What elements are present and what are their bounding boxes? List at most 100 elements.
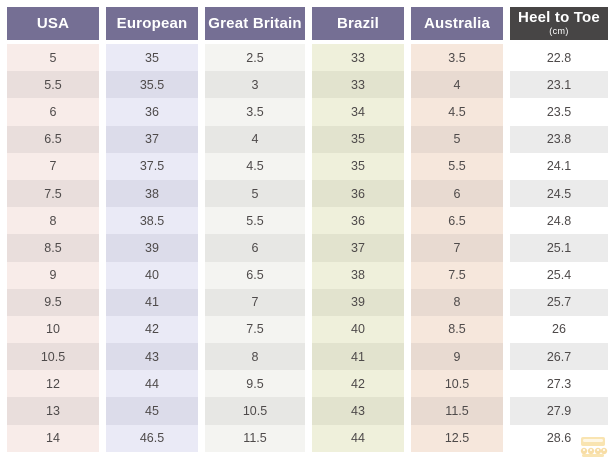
cell-great_britain: 7 bbox=[205, 288, 305, 316]
cell-australia: 9 bbox=[411, 343, 503, 371]
table-row: 12 44 9.5 42 10.5 27.3 bbox=[7, 370, 608, 398]
cell-heel_to_toe: 24.5 bbox=[510, 179, 608, 208]
cell-european: 35 bbox=[106, 44, 198, 72]
cell-brazil: 44 bbox=[312, 424, 404, 452]
cell-european: 37 bbox=[106, 125, 198, 153]
cell-usa: 6 bbox=[7, 98, 99, 126]
table-header-row: USA European Great Britain Brazil Austra… bbox=[7, 7, 608, 40]
cell-great_britain: 6 bbox=[205, 234, 305, 262]
cell-heel_to_toe: 23.5 bbox=[510, 98, 608, 126]
cell-european: 35.5 bbox=[106, 71, 198, 99]
cell-brazil: 33 bbox=[312, 71, 404, 99]
column-header-australia: Australia bbox=[411, 7, 503, 40]
shoe-size-conversion-table: USA European Great Britain Brazil Austra… bbox=[0, 7, 615, 452]
heel-to-toe-label: Heel to Toe bbox=[518, 9, 600, 27]
cell-australia: 7 bbox=[411, 234, 503, 262]
table-row: 8 38.5 5.5 36 6.5 24.8 bbox=[7, 207, 608, 235]
cell-usa: 10.5 bbox=[7, 343, 99, 371]
cell-brazil: 38 bbox=[312, 261, 404, 289]
table-row: 8.5 39 6 37 7 25.1 bbox=[7, 234, 608, 262]
cell-australia: 8.5 bbox=[411, 315, 503, 344]
column-header-brazil: Brazil bbox=[312, 7, 404, 40]
cell-heel_to_toe: 25.4 bbox=[510, 261, 608, 289]
table-row: 7 37.5 4.5 35 5.5 24.1 bbox=[7, 152, 608, 180]
cell-brazil: 33 bbox=[312, 44, 404, 72]
cell-australia: 5 bbox=[411, 125, 503, 153]
cell-brazil: 37 bbox=[312, 234, 404, 262]
table-body: 5 35 2.5 33 3.5 22.8 5.5 35.5 3 33 4 23.1 6 36 3.5 34 4.… bbox=[7, 40, 608, 452]
cell-european: 36 bbox=[106, 98, 198, 126]
cell-australia: 12.5 bbox=[411, 424, 503, 452]
heel-to-toe-unit-label: (cm) bbox=[549, 26, 569, 37]
cell-heel_to_toe: 23.8 bbox=[510, 125, 608, 153]
cell-australia: 6 bbox=[411, 179, 503, 208]
cell-usa: 9 bbox=[7, 261, 99, 289]
cell-european: 40 bbox=[106, 261, 198, 289]
cell-great_britain: 3.5 bbox=[205, 98, 305, 126]
cell-great_britain: 8 bbox=[205, 343, 305, 371]
cell-australia: 8 bbox=[411, 288, 503, 316]
cell-usa: 13 bbox=[7, 397, 99, 425]
cell-great_britain: 4.5 bbox=[205, 152, 305, 180]
table-row: 13 45 10.5 43 11.5 27.9 bbox=[7, 397, 608, 425]
cell-australia: 6.5 bbox=[411, 207, 503, 235]
cell-brazil: 36 bbox=[312, 207, 404, 235]
cell-great_britain: 7.5 bbox=[205, 315, 305, 344]
cell-great_britain: 5 bbox=[205, 179, 305, 208]
cell-european: 39 bbox=[106, 234, 198, 262]
table-row: 5 35 2.5 33 3.5 22.8 bbox=[7, 44, 608, 72]
table-row: 10.5 43 8 41 9 26.7 bbox=[7, 343, 608, 371]
cell-brazil: 34 bbox=[312, 98, 404, 126]
cell-european: 42 bbox=[106, 315, 198, 344]
cell-brazil: 43 bbox=[312, 397, 404, 425]
table-row: 7.5 38 5 36 6 24.5 bbox=[7, 179, 608, 208]
cell-brazil: 39 bbox=[312, 288, 404, 316]
cell-great_britain: 2.5 bbox=[205, 44, 305, 72]
cell-heel_to_toe: 25.1 bbox=[510, 234, 608, 262]
cell-great_britain: 10.5 bbox=[205, 397, 305, 425]
cell-usa: 5.5 bbox=[7, 71, 99, 99]
cell-brazil: 36 bbox=[312, 179, 404, 208]
cell-australia: 5.5 bbox=[411, 152, 503, 180]
column-header-heel-to-toe: Heel to Toe (cm) bbox=[510, 7, 608, 40]
cell-australia: 11.5 bbox=[411, 397, 503, 425]
table-row: 10 42 7.5 40 8.5 26 bbox=[7, 315, 608, 344]
cell-european: 41 bbox=[106, 288, 198, 316]
cell-brazil: 42 bbox=[312, 370, 404, 398]
cell-usa: 7.5 bbox=[7, 179, 99, 208]
cell-heel_to_toe: 24.8 bbox=[510, 207, 608, 235]
cell-australia: 3.5 bbox=[411, 44, 503, 72]
cell-heel_to_toe: 27.9 bbox=[510, 397, 608, 425]
cell-brazil: 35 bbox=[312, 152, 404, 180]
cell-usa: 8.5 bbox=[7, 234, 99, 262]
cell-australia: 7.5 bbox=[411, 261, 503, 289]
cell-usa: 8 bbox=[7, 207, 99, 235]
table-row: 6.5 37 4 35 5 23.8 bbox=[7, 125, 608, 153]
cell-heel_to_toe: 28.6 bbox=[510, 424, 608, 452]
table-row: 9.5 41 7 39 8 25.7 bbox=[7, 288, 608, 316]
cell-brazil: 41 bbox=[312, 343, 404, 371]
cell-heel_to_toe: 27.3 bbox=[510, 370, 608, 398]
cell-australia: 10.5 bbox=[411, 370, 503, 398]
cell-heel_to_toe: 22.8 bbox=[510, 44, 608, 72]
cell-brazil: 35 bbox=[312, 125, 404, 153]
cell-great_britain: 6.5 bbox=[205, 261, 305, 289]
cell-heel_to_toe: 26.7 bbox=[510, 343, 608, 371]
cell-usa: 5 bbox=[7, 44, 99, 72]
cell-european: 44 bbox=[106, 370, 198, 398]
cell-european: 43 bbox=[106, 343, 198, 371]
cell-great_britain: 3 bbox=[205, 71, 305, 99]
column-header-usa: USA bbox=[7, 7, 99, 40]
cell-great_britain: 5.5 bbox=[205, 207, 305, 235]
cell-usa: 14 bbox=[7, 424, 99, 452]
cell-great_britain: 4 bbox=[205, 125, 305, 153]
cell-heel_to_toe: 23.1 bbox=[510, 71, 608, 99]
table-row: 9 40 6.5 38 7.5 25.4 bbox=[7, 261, 608, 289]
column-header-european: European bbox=[106, 7, 198, 40]
cell-australia: 4 bbox=[411, 71, 503, 99]
cell-brazil: 40 bbox=[312, 315, 404, 344]
cell-european: 45 bbox=[106, 397, 198, 425]
cell-heel_to_toe: 25.7 bbox=[510, 288, 608, 316]
cell-heel_to_toe: 26 bbox=[510, 315, 608, 344]
table-row: 6 36 3.5 34 4.5 23.5 bbox=[7, 98, 608, 126]
